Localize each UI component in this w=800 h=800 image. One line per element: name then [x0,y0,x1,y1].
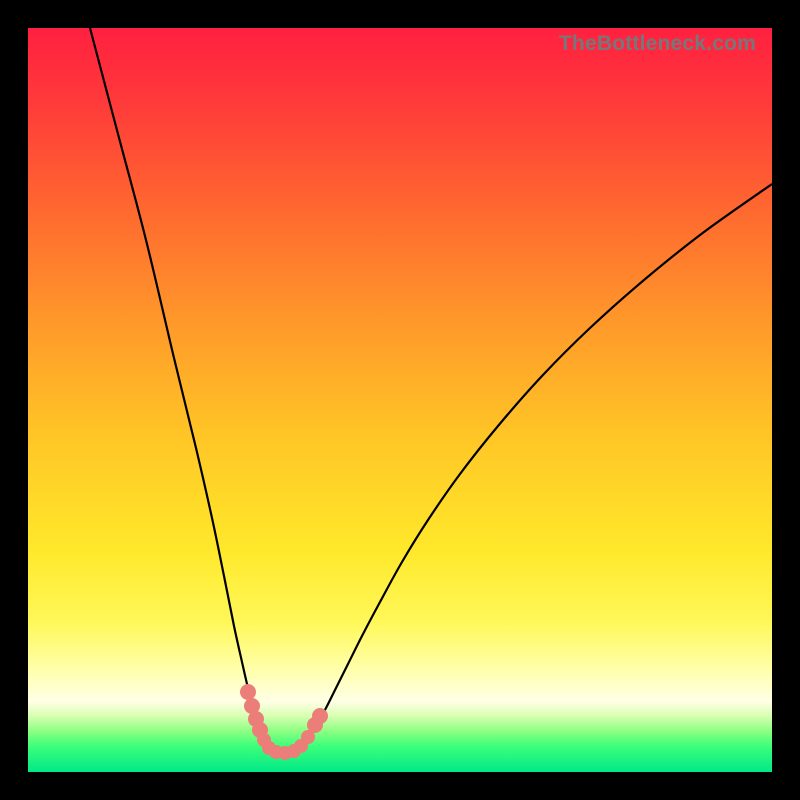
marker-dot [240,684,256,700]
watermark-text: TheBottleneck.com [559,32,756,56]
optimal-zone-markers [240,684,328,760]
bottleneck-curve [90,28,772,753]
bottleneck-curve-layer [28,28,772,772]
plot-area: TheBottleneck.com [28,28,772,772]
marker-dot [312,708,328,724]
chart-frame: TheBottleneck.com [0,0,800,800]
